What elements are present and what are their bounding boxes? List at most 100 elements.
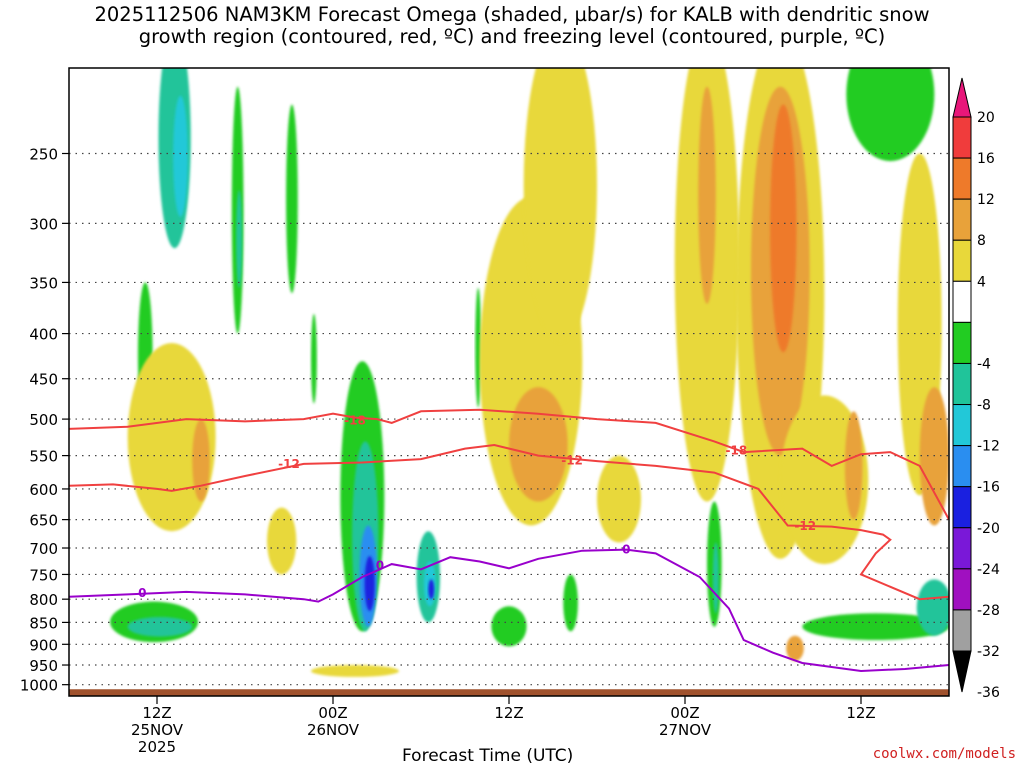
- colorbar-label-13: -36: [977, 685, 1000, 701]
- xtick-sublabel-3-0: 27NOV: [659, 721, 712, 739]
- omega-cell-23: [846, 68, 935, 162]
- ytick-label-750: 750: [29, 566, 58, 584]
- ytick-label-600: 600: [29, 481, 58, 499]
- xtick-sublabel-0-1: 2025: [138, 738, 176, 756]
- xtick-label-0: 12Z: [142, 704, 171, 722]
- ytick-label-350: 350: [29, 274, 58, 292]
- chart-title-line-2: growth region (contoured, red, ºC) and f…: [138, 25, 886, 48]
- omega-cell-30: [523, 68, 597, 344]
- omega-cell-1: [173, 95, 188, 217]
- ytick-label-900: 900: [29, 636, 58, 654]
- ytick-label-500: 500: [29, 411, 58, 429]
- colorbar-label-5: -4: [977, 356, 991, 372]
- colorbar-arrow-bottom: [952, 650, 972, 693]
- contour-label-0-1: -18: [725, 444, 747, 458]
- contour-line-1: [69, 443, 949, 601]
- omega-cell-40: [919, 387, 949, 526]
- omega-cell-29: [508, 387, 568, 502]
- ytick-label-650: 650: [29, 512, 58, 530]
- omega-cell-25: [192, 419, 210, 502]
- ytick-label-1000: 1000: [20, 677, 58, 695]
- omega-cell-18: [563, 574, 578, 632]
- xtick-label-3: 00Z: [670, 704, 699, 722]
- contour-label-2-2: 0: [622, 543, 630, 557]
- omega-cell-27: [311, 665, 399, 677]
- xtick-label-4: 12Z: [846, 704, 875, 722]
- colorbar-label-4: 4: [977, 274, 986, 290]
- omega-cell-33: [698, 86, 716, 304]
- chart-title: 2025112506 NAM3KM Forecast Omega (shaded…: [0, 4, 1024, 48]
- colorbar-label-2: 12: [977, 192, 995, 208]
- contour-line-0: [69, 408, 949, 521]
- contour-label-2-0: 0: [138, 586, 146, 600]
- omega-cell-12: [364, 556, 375, 611]
- omega-shading: [110, 68, 949, 677]
- ytick-label-550: 550: [29, 448, 58, 466]
- contour-label-1-1: -12: [561, 453, 583, 467]
- colorbar-bin-9: [952, 486, 972, 529]
- colorbar-label-1: 16: [977, 151, 995, 167]
- omega-cell-16: [475, 287, 482, 408]
- ytick-label-850: 850: [29, 614, 58, 632]
- omega-cell-38: [844, 411, 863, 520]
- colorbar-bin-0: [952, 116, 972, 159]
- omega-cell-20: [712, 542, 719, 614]
- xtick-sublabel-1-0: 26NOV: [307, 721, 360, 739]
- colorbar-label-7: -12: [977, 439, 1000, 455]
- omega-cell-21: [802, 613, 949, 641]
- ytick-label-950: 950: [29, 657, 58, 675]
- omega-cell-36: [770, 104, 797, 353]
- colorbar-bin-1: [952, 157, 972, 200]
- ytick-label-250: 250: [29, 145, 58, 163]
- colorbar-label-8: -16: [977, 480, 1000, 496]
- omega-cell-31: [597, 455, 641, 543]
- xtick-sublabel-0-0: 25NOV: [131, 721, 184, 739]
- omega-cell-6: [311, 313, 317, 404]
- omega-cell-8: [127, 616, 193, 637]
- colorbar-bin-10: [952, 527, 972, 570]
- omega-cell-24: [127, 343, 216, 532]
- contour-line-2: [69, 548, 949, 673]
- colorbar-bin-4: [952, 280, 972, 323]
- contour-label-2-1: 0: [376, 559, 384, 573]
- colorbar-label-10: -24: [977, 562, 1000, 578]
- ground-layer: [69, 689, 949, 696]
- colorbar-arrow-top: [952, 77, 972, 118]
- colorbar-label-12: -32: [977, 644, 1000, 660]
- omega-cell-41: [786, 635, 804, 661]
- colorbar-bin-2: [952, 198, 972, 241]
- omega-cell-4: [236, 190, 243, 288]
- xtick-label-2: 12Z: [494, 704, 523, 722]
- colorbar-label-0: 20: [977, 110, 995, 126]
- credit-link[interactable]: coolwx.com/models: [872, 746, 1016, 762]
- colorbar-bin-3: [952, 239, 972, 282]
- ytick-label-700: 700: [29, 540, 58, 558]
- omega-cell-22: [916, 579, 949, 636]
- colorbar-label-9: -20: [977, 521, 1000, 537]
- colorbar-bin-7: [952, 404, 972, 447]
- colorbar-bin-8: [952, 445, 972, 488]
- colorbar-label-11: -28: [977, 603, 1000, 619]
- temperature-contours: -18 -18 -12 -12 -12 0 0 0: [69, 408, 949, 673]
- y-axis-pressure: 250 300 350 400 450 500 550 600 650 700 750 800 850 9…: [20, 145, 69, 695]
- colorbar-label-3: 8: [977, 233, 986, 249]
- contour-label-1-0: -12: [278, 457, 300, 471]
- omega-cell-26: [267, 507, 297, 575]
- colorbar-bin-5: [952, 321, 972, 364]
- ytick-label-300: 300: [29, 215, 58, 233]
- contour-label-0-0: -18: [344, 414, 366, 428]
- chart-title-line-1: 2025112506 NAM3KM Forecast Omega (shaded…: [94, 3, 930, 26]
- ytick-label-450: 450: [29, 371, 58, 389]
- ground-surface: [69, 689, 949, 696]
- colorbar-bin-6: [952, 362, 972, 406]
- ytick-label-400: 400: [29, 326, 58, 344]
- x-axis-label: Forecast Time (UTC): [402, 746, 574, 766]
- contour-label-1-2: -12: [794, 519, 816, 533]
- omega-cell-5: [286, 104, 298, 294]
- ytick-label-800: 800: [29, 591, 58, 609]
- colorbar: 20 16 12 8 4 -4 -8 -12 -16 -20 -24 -28 -32 -36: [952, 77, 1000, 701]
- xtick-label-1: 00Z: [318, 704, 347, 722]
- colorbar-bin-11: [952, 568, 972, 611]
